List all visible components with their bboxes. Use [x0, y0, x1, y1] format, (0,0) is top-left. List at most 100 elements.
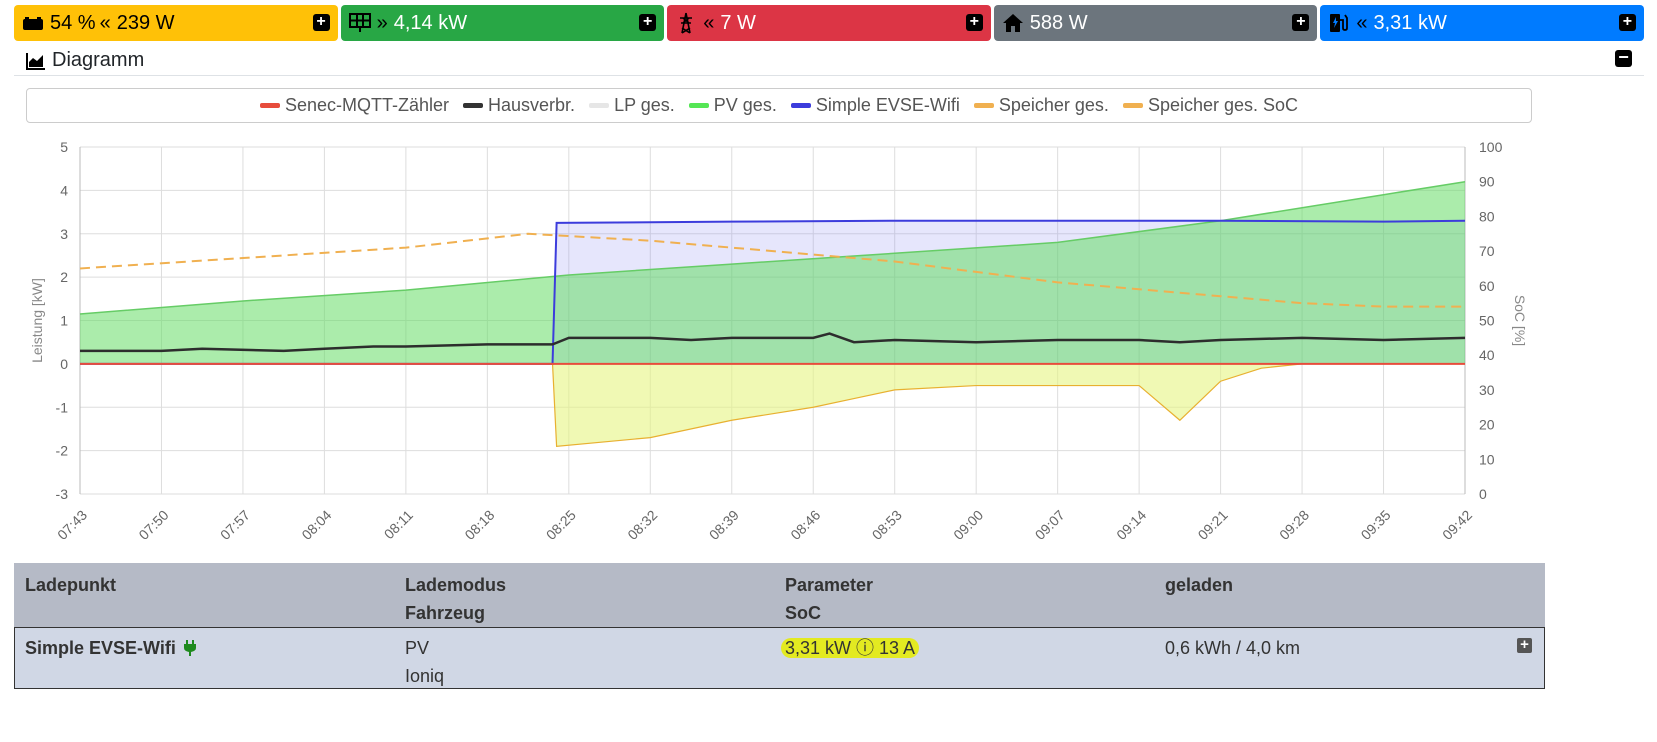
house-icon: [1002, 12, 1024, 34]
house-expand-button[interactable]: +: [1292, 14, 1310, 31]
house-card[interactable]: 588 W +: [993, 5, 1318, 41]
legend-item-lp[interactable]: LP ges.: [589, 95, 675, 116]
x-tick-label: 07:43: [54, 507, 90, 543]
y-tick-label: 1: [60, 313, 68, 329]
house-power: 588 W: [1029, 11, 1088, 34]
x-tick-label: 09:28: [1276, 507, 1312, 543]
x-tick-label: 08:32: [624, 507, 660, 543]
y2-tick-label: 10: [1479, 451, 1495, 467]
y2-tick-label: 50: [1479, 313, 1495, 329]
charge-mode-value: PV: [405, 638, 430, 658]
row-expand-button[interactable]: +: [1517, 637, 1532, 653]
x-tick-label: 08:04: [298, 507, 334, 543]
y2-tick-label: 90: [1479, 174, 1495, 190]
x-tick-label: 09:14: [1113, 507, 1149, 543]
y-tick-label: -3: [56, 486, 69, 502]
battery-card[interactable]: 54 % « 239 W +: [14, 5, 338, 41]
legend-label: Speicher ges. SoC: [1147, 95, 1299, 115]
vehicle-name: Ioniq: [405, 666, 445, 686]
pv-direction-icon: »: [376, 11, 388, 34]
legend-item-evse[interactable]: Simple EVSE-Wifi: [790, 95, 960, 116]
y-tick-label: 5: [60, 139, 68, 155]
legend-swatch: [1122, 103, 1143, 108]
chargepoint-table: Ladepunkt Lademodus Fahrzeug Parameter SoC…: [14, 563, 1545, 689]
charging-direction-icon: «: [1356, 11, 1368, 34]
pv-expand-button[interactable]: +: [639, 14, 657, 31]
legend-item-hausverbr[interactable]: Hausverbr.: [463, 95, 575, 116]
charging-expand-button[interactable]: +: [1618, 14, 1636, 31]
header-label: geladen: [1165, 575, 1234, 595]
pv-card[interactable]: » 4,14 kW +: [340, 5, 665, 41]
charging-card[interactable]: « 3,31 kW +: [1320, 5, 1644, 41]
col-ladepunkt: Ladepunkt: [25, 571, 116, 599]
legend-label: Speicher ges.: [998, 95, 1109, 115]
chargepoint-name-text: Simple EVSE-Wifi: [25, 638, 176, 658]
charged-amount: 0,6 kWh / 4,0 km: [1165, 634, 1300, 662]
x-tick-label: 09:42: [1439, 507, 1475, 543]
header-label: SoC: [785, 603, 821, 623]
grid-direction-icon: «: [703, 11, 715, 34]
legend-item-senec[interactable]: Senec-MQTT-Zähler: [259, 95, 449, 116]
x-tick-label: 08:46: [787, 507, 823, 543]
header-label: Ladepunkt: [25, 575, 117, 595]
legend-swatch: [259, 103, 280, 108]
legend-swatch: [463, 103, 484, 108]
y-axis-label: Leistung [kW]: [29, 278, 45, 363]
grid-power: 7 W: [720, 11, 756, 34]
grid-expand-button[interactable]: +: [965, 14, 983, 31]
x-tick-label: 07:57: [217, 507, 253, 543]
battery-expand-button[interactable]: +: [312, 14, 330, 31]
y2-tick-label: 20: [1479, 417, 1495, 433]
pv-power: 4,14 kW: [393, 11, 468, 34]
x-tick-label: 08:25: [543, 507, 579, 543]
battery-power: 239 W: [116, 11, 175, 34]
header-label: Parameter: [785, 575, 874, 595]
charged-amount-value: 0,6 kWh / 4,0 km: [1165, 638, 1301, 658]
table-row[interactable]: Simple EVSE-Wifi PV Ioniq 3,31 kW ⓘ 13 A …: [14, 627, 1545, 689]
x-tick-label: 07:50: [135, 507, 171, 543]
house-consumption-line: [80, 332, 1466, 353]
diagram-title-text: Diagramm: [52, 49, 145, 71]
x-tick-label: 09:21: [1195, 507, 1231, 543]
y2-tick-label: 0: [1479, 486, 1487, 502]
pv-line: [79, 180, 1466, 315]
x-tick-label: 09:00: [950, 507, 986, 543]
legend-label: Simple EVSE-Wifi: [815, 95, 960, 115]
legend-swatch: [973, 103, 994, 108]
y-tick-label: 2: [60, 269, 68, 285]
y2-tick-label: 100: [1479, 139, 1503, 155]
evse-line: [80, 219, 1466, 365]
legend-swatch: [688, 103, 709, 108]
charge-parameter: 3,31 kW ⓘ 13 A: [781, 634, 920, 662]
y2-tick-label: 70: [1479, 243, 1495, 259]
y-tick-label: 4: [60, 182, 68, 198]
diagram-title: Diagramm: [26, 49, 144, 72]
legend-item-speicher-soc[interactable]: Speicher ges. SoC: [1122, 95, 1299, 116]
x-tick-label: 09:35: [1358, 507, 1394, 543]
x-tick-label: 08:53: [869, 507, 905, 543]
pv-area: [80, 181, 1465, 364]
grid-card[interactable]: « 7 W +: [667, 5, 991, 41]
grid-tower-icon: [675, 12, 697, 34]
legend-item-speicher[interactable]: Speicher ges.: [973, 95, 1109, 116]
charging-power: 3,31 kW: [1373, 11, 1447, 34]
y-tick-label: 0: [60, 356, 68, 372]
storage-line: [80, 363, 1465, 447]
chart-legend: Senec-MQTT-Zähler Hausverbr. LP ges. PV …: [26, 88, 1532, 123]
legend-label: Hausverbr.: [488, 95, 576, 115]
diagram-collapse-button[interactable]: −: [1615, 48, 1632, 67]
col-parameter: Parameter SoC: [785, 571, 873, 627]
x-tick-label: 08:11: [381, 507, 417, 543]
table-header: Ladepunkt Lademodus Fahrzeug Parameter SoC…: [14, 563, 1545, 627]
x-tick-label: 08:18: [461, 507, 497, 543]
y-tick-label: -2: [56, 443, 69, 459]
y2-tick-label: 30: [1479, 382, 1495, 398]
col-geladen: geladen: [1165, 571, 1233, 599]
diagram-header: Diagramm −: [14, 42, 1644, 76]
battery-soc: 54 %: [50, 11, 96, 34]
battery-icon: [22, 12, 44, 34]
legend-label: PV ges.: [713, 95, 777, 115]
header-label: Fahrzeug: [405, 603, 486, 623]
legend-item-pv[interactable]: PV ges.: [688, 95, 777, 116]
